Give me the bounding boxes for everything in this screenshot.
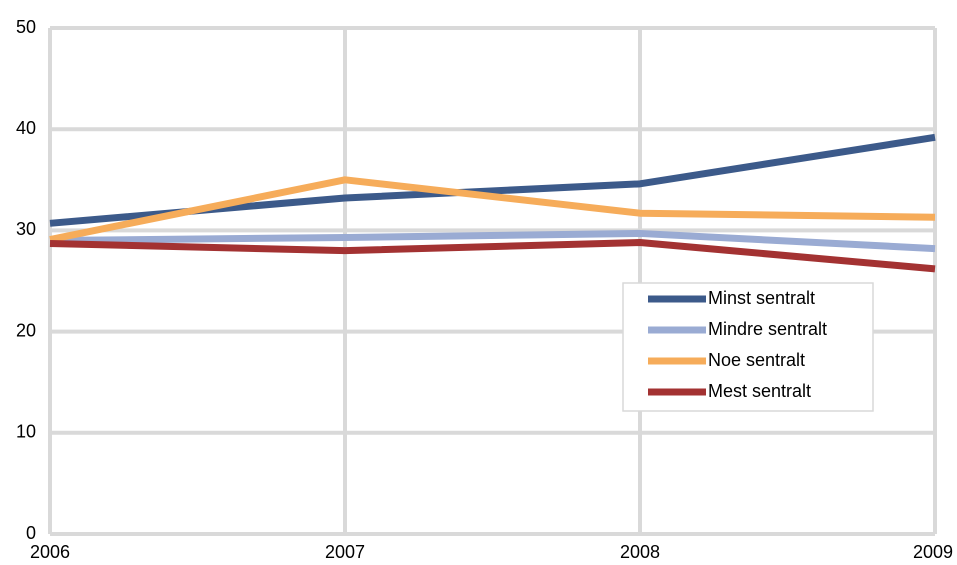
y-tick-label: 50 <box>16 17 36 37</box>
x-tick-label: 2007 <box>325 542 365 562</box>
x-tick-label: 2009 <box>913 542 953 562</box>
y-tick-label: 10 <box>16 422 36 442</box>
y-tick-label: 0 <box>26 523 36 543</box>
x-tick-label: 2008 <box>620 542 660 562</box>
y-tick-label: 40 <box>16 118 36 138</box>
series-line <box>49 176 936 243</box>
legend-label: Mindre sentralt <box>708 319 827 339</box>
legend-label: Minst sentralt <box>708 288 815 308</box>
y-tick-label: 20 <box>16 320 36 340</box>
y-tick-label: 30 <box>16 219 36 239</box>
legend-label: Noe sentralt <box>708 350 805 370</box>
series-line <box>49 229 936 253</box>
legend-label: Mest sentralt <box>708 381 811 401</box>
x-tick-label: 2006 <box>30 542 70 562</box>
series-line <box>49 239 936 273</box>
